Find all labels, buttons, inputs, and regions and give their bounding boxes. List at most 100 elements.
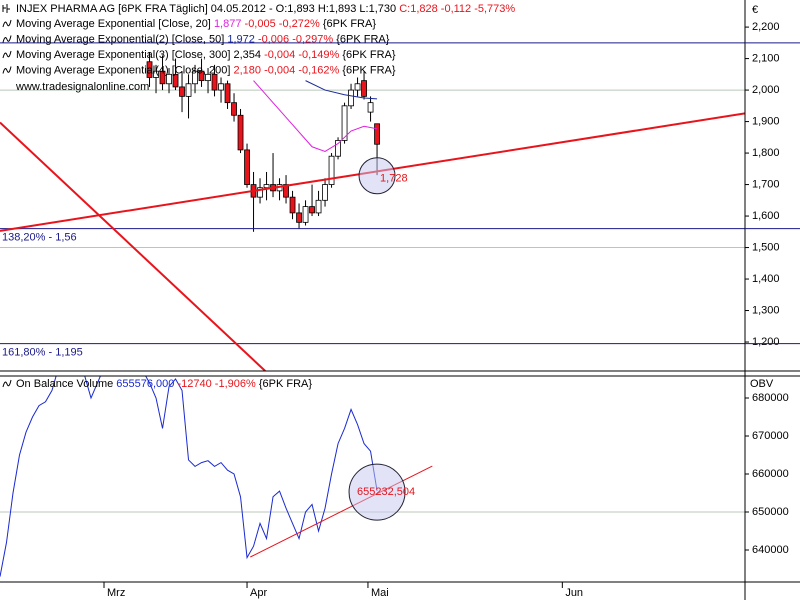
candle-body xyxy=(302,206,309,223)
y-tick-label: 2,100 xyxy=(752,52,780,64)
legend-exchange: {6PK FRA} xyxy=(336,33,390,45)
candle-body xyxy=(374,123,380,145)
y-tick-label: 1,300 xyxy=(752,304,780,316)
legend-exchange: {6PK FRA} xyxy=(323,18,377,30)
legend-icon xyxy=(2,66,12,74)
y-tick-label: 1,900 xyxy=(752,115,780,127)
legend-icon xyxy=(2,4,10,13)
x-tick-label: Mai xyxy=(371,587,389,599)
y-tick-label: 660000 xyxy=(752,468,789,480)
legend-icon xyxy=(2,19,12,28)
y-tick-label: 2,000 xyxy=(752,84,780,96)
candle-body xyxy=(257,187,263,198)
x-tick-label: Apr xyxy=(250,587,267,599)
candle-body xyxy=(335,140,341,157)
y-tick-label: 1,500 xyxy=(752,241,780,253)
axis-label: OBV xyxy=(750,378,774,390)
candle-body xyxy=(296,212,302,223)
legend-change: -0,004 -0,162% xyxy=(264,64,339,76)
candle-body xyxy=(283,184,289,198)
candle-body xyxy=(361,80,367,97)
legend-value: 655576,000 xyxy=(116,378,174,390)
candle-body xyxy=(289,196,296,214)
x-tick-label: Jun xyxy=(565,587,583,599)
moving-average xyxy=(253,80,378,153)
candle-body xyxy=(309,206,315,214)
legend-line: INJEX PHARMA AG [6PK FRA Täglich] 04.05.… xyxy=(16,3,515,15)
watermark: www.tradesignalonline.com xyxy=(15,81,149,93)
trend-line xyxy=(0,121,266,371)
y-tick-label: 1,700 xyxy=(752,178,780,190)
candle-body xyxy=(211,73,218,91)
y-tick-label: 2,200 xyxy=(752,21,780,33)
annotation-label: 1,728 xyxy=(380,173,408,185)
candle-body xyxy=(198,70,205,82)
candle-body xyxy=(244,149,250,185)
legend-value: 2,180 xyxy=(234,64,262,76)
legend-icon xyxy=(2,379,12,388)
annotation-label: 655232,504 xyxy=(357,486,415,498)
legend-exchange: {6PK FRA} xyxy=(342,49,396,61)
legend-entry: Moving Average Exponential(4) [Close, 20… xyxy=(16,64,396,76)
candle-body xyxy=(159,70,166,85)
candle-body xyxy=(348,89,354,107)
legend-entry: Moving Average Exponential [Close, 20] 1… xyxy=(16,18,376,30)
annotation-circle xyxy=(348,463,406,521)
candle-body xyxy=(185,83,192,97)
legend-title: INJEX PHARMA AG [6PK FRA Täglich] 04.05.… xyxy=(16,3,266,15)
annotation-circle xyxy=(358,157,396,195)
legend: INJEX PHARMA AG [6PK FRA Täglich] 04.05.… xyxy=(2,3,515,390)
y-tick-label: 1,800 xyxy=(752,147,780,159)
candle-body xyxy=(166,73,172,85)
legend-exchange: {6PK FRA} xyxy=(259,378,313,390)
legend-value: 2,354 xyxy=(234,49,262,61)
y-tick-label: 640000 xyxy=(752,544,789,556)
y-tick-label: 1,600 xyxy=(752,210,780,222)
legend-change: -0,004 -0,149% xyxy=(264,49,339,61)
y-tick-label: 670000 xyxy=(752,430,789,442)
axis-label: € xyxy=(752,4,758,16)
legend-name: Moving Average Exponential(4) [Close, 20… xyxy=(16,64,230,76)
legend-name: On Balance Volume xyxy=(16,378,113,390)
legend-change: -12740 -1,906% xyxy=(177,378,255,390)
horizontal-line-label: 138,20% - 1,56 xyxy=(2,232,77,244)
legend-change: -0,005 -0,272% xyxy=(245,18,320,30)
y-tick-label: 650000 xyxy=(752,506,789,518)
legend-exchange: {6PK FRA} xyxy=(342,64,396,76)
y-tick-label: 680000 xyxy=(752,392,789,404)
legend-name: Moving Average Exponential [Close, 20] xyxy=(16,18,211,30)
obv-panel: 655232,504 xyxy=(0,376,745,577)
candle-body xyxy=(341,105,348,141)
legend-entry: Moving Average Exponential(2) [Close, 50… xyxy=(16,33,390,45)
price-panel: 138,20% - 1,56 161,80% - 1,195 1,728 xyxy=(0,42,745,371)
candle-body xyxy=(179,86,185,97)
candle-body xyxy=(263,184,270,189)
candle-body xyxy=(205,73,211,82)
x-tick-label: Mrz xyxy=(107,587,125,599)
candle-body xyxy=(218,83,224,91)
legend-value: 1,877 xyxy=(214,18,242,30)
candle-body xyxy=(231,102,237,116)
legend-ohlc: - O:1,893 H:1,893 L:1,730 xyxy=(269,3,396,15)
legend-change: -0,006 -0,297% xyxy=(258,33,333,45)
candle-body xyxy=(224,83,231,104)
moving-average xyxy=(305,80,378,100)
legend-value: 1,972 xyxy=(227,33,255,45)
horizontal-line-label: 161,80% - 1,195 xyxy=(2,347,83,359)
candle-body xyxy=(172,73,179,88)
candle-body xyxy=(354,83,361,91)
candle-body xyxy=(146,61,153,78)
candle-body xyxy=(322,184,328,201)
candle-body xyxy=(153,70,159,78)
legend-change: C:1,828 -0,112 -5,773% xyxy=(399,3,515,15)
y-tick-label: 1,400 xyxy=(752,273,780,285)
candle-body xyxy=(237,114,244,151)
legend-line: On Balance Volume 655576,000 -12740 -1,9… xyxy=(16,378,312,390)
candle-body xyxy=(328,155,335,185)
candle-body xyxy=(192,70,198,85)
obv-line xyxy=(0,376,378,577)
legend-entry: Moving Average Exponential(3) [Close, 30… xyxy=(16,49,396,61)
y-tick-label: 1,200 xyxy=(752,336,780,348)
legend-icon xyxy=(2,35,12,43)
